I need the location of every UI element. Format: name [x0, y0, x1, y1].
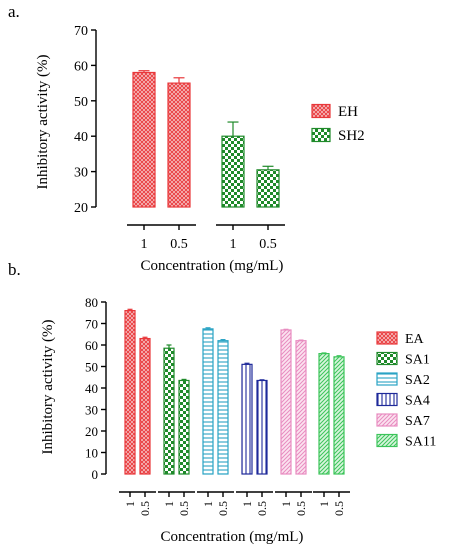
- chart-b-legend-label: SA7: [405, 414, 430, 429]
- chart-b-bar: [202, 328, 214, 475]
- chart-b-x-tick-label: 1: [123, 501, 137, 507]
- chart-b-bar: [318, 353, 330, 475]
- chart-b-y-tick-label: 70: [85, 317, 98, 332]
- chart-b-bar: [241, 363, 253, 475]
- chart-b-x-tick-label: 0.5: [294, 501, 308, 516]
- chart-a-x-tick-label: 1: [141, 237, 148, 252]
- chart-a-bar: [132, 71, 156, 208]
- chart-b-bar: [256, 379, 268, 475]
- chart-a-y-tick-label: 20: [74, 201, 88, 216]
- chart-b-bar: [295, 340, 307, 475]
- chart-b-legend-swatch: [376, 372, 398, 386]
- chart-b-x-tick-label: 0.5: [216, 501, 230, 516]
- chart-b-y-tick-label: 10: [85, 446, 98, 461]
- chart-b-legend-label: SA11: [405, 435, 436, 450]
- chart-a-xlabel: Concentration (mg/mL): [141, 258, 284, 274]
- chart-b-ylabel: Inhibitory activity (%): [40, 320, 56, 455]
- chart-b-x-tick-label: 0.5: [332, 501, 346, 516]
- chart-b-legend-label: EA: [405, 332, 425, 347]
- chart-b-bar: [139, 337, 151, 475]
- chart-b-y-tick-label: 20: [85, 424, 98, 439]
- chart-b-x-tick-label: 0.5: [138, 501, 152, 516]
- chart-b-xlabel: Concentration (mg/mL): [161, 529, 304, 545]
- chart-b-legend-swatch: [376, 351, 398, 366]
- chart-a-x-tick-label: 0.5: [259, 237, 277, 252]
- chart-b-x-tick-label: 1: [317, 501, 331, 507]
- chart-b-x-tick-label: 0.5: [177, 501, 191, 516]
- panel-a-label: a.: [8, 2, 20, 21]
- chart-a-legend-label: SH2: [338, 128, 365, 144]
- chart-b-legend-swatch: [376, 413, 398, 427]
- chart-b-y-tick-label: 50: [85, 360, 98, 375]
- chart-a-y-tick-label: 40: [74, 130, 88, 145]
- chart-b-x-tick-label: 1: [201, 501, 215, 507]
- chart-a-bar: [167, 82, 191, 208]
- chart-b-legend-swatch: [376, 433, 398, 448]
- chart-a-legend-swatch: [311, 103, 331, 119]
- chart-b-x-tick-label: 1: [279, 501, 293, 507]
- chart-b-x-tick-label: 1: [240, 501, 254, 507]
- chart-b-bar: [178, 379, 190, 475]
- chart-b-y-tick-label: 60: [85, 338, 98, 353]
- chart-a-x-tick-label: 0.5: [170, 237, 188, 252]
- chart-a-y-tick-label: 70: [74, 24, 88, 39]
- chart-b-y-tick-label: 80: [85, 295, 98, 310]
- chart-b-bar: [333, 356, 345, 475]
- chart-a-y-tick-label: 50: [74, 95, 88, 110]
- chart-b-legend-swatch: [376, 392, 398, 407]
- chart-b-y-tick-label: 40: [85, 381, 98, 396]
- chart-b-legend-label: SA1: [405, 353, 430, 368]
- chart-a-bar: [256, 169, 280, 208]
- chart-b-x-tick-label: 1: [162, 501, 176, 507]
- chart-b-x-tick-label: 0.5: [255, 501, 269, 516]
- chart-b-bar: [163, 347, 175, 475]
- chart-a-legend-label: EH: [338, 104, 358, 120]
- chart-a: 20 30 40 50 60 70 1 0.5 EH 1 0.5 SH2: [74, 24, 365, 252]
- chart-a-ylabel: Inhibitory activity (%): [35, 55, 51, 190]
- chart-b-legend-label: SA2: [405, 373, 430, 388]
- chart-b-y-tick-label: 0: [92, 467, 99, 482]
- chart-b-bar: [217, 340, 229, 475]
- chart-b-legend-label: SA4: [405, 394, 430, 409]
- chart-a-bar: [221, 135, 245, 208]
- chart-a-x-tick-label: 1: [230, 237, 237, 252]
- chart-a-y-tick-label: 30: [74, 166, 88, 181]
- chart-b-bar: [124, 310, 136, 475]
- chart-a-legend-swatch: [311, 127, 331, 143]
- chart-b-y-tick-label: 30: [85, 403, 98, 418]
- chart-b-bar: [280, 329, 292, 475]
- panel-b-label: b.: [8, 260, 21, 279]
- chart-a-y-tick-label: 60: [74, 59, 88, 74]
- chart-b-legend-swatch: [376, 331, 398, 345]
